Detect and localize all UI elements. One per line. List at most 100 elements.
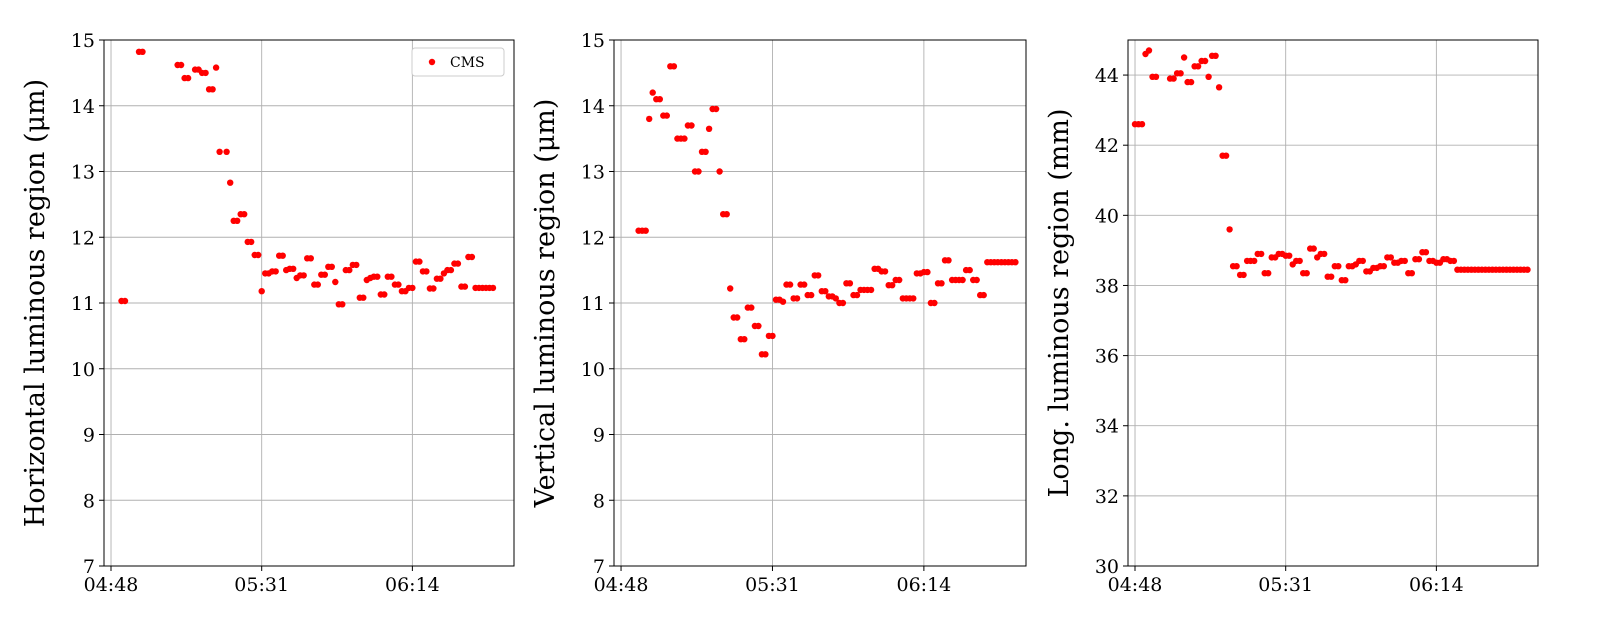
data-point	[980, 291, 987, 299]
y-tick-label: 32	[1095, 486, 1119, 508]
data-point	[716, 168, 723, 175]
data-point	[314, 281, 321, 288]
data-point	[1359, 257, 1367, 265]
data-point	[755, 322, 762, 330]
data-point	[663, 112, 670, 119]
data-point	[234, 217, 241, 224]
data-point	[1222, 152, 1230, 159]
data-point	[896, 276, 903, 284]
data-point	[1170, 75, 1177, 82]
data-point	[346, 266, 353, 274]
y-tick-label: 12	[71, 227, 95, 249]
y-tick-label: 15	[581, 30, 605, 52]
chart-panel-vertical: 7 8 9 10 11 12 13 14 15 04:48 05:31 06:14 Vertical l…	[530, 30, 1027, 596]
y-tick-label: 13	[581, 162, 605, 184]
data-point	[1233, 263, 1240, 270]
x-tick-label: 05:31	[234, 574, 289, 596]
data-point	[924, 268, 931, 276]
data-point	[139, 48, 146, 55]
data-point	[184, 74, 192, 82]
data-point	[461, 283, 469, 290]
data-point	[489, 284, 497, 292]
x-tick-label: 05:31	[745, 574, 800, 596]
y-tick-label: 12	[581, 227, 605, 249]
data-point	[931, 299, 938, 307]
data-point	[1415, 256, 1423, 263]
data-point	[1265, 270, 1272, 277]
data-point	[734, 314, 741, 321]
data-point	[454, 260, 462, 267]
data-point	[1303, 270, 1310, 277]
x-tick-label: 06:14	[1409, 574, 1464, 596]
data-point	[762, 351, 769, 358]
y-tick-label: 34	[1095, 416, 1119, 438]
data-point	[889, 282, 896, 289]
data-point	[1422, 249, 1430, 256]
data-point	[815, 272, 822, 279]
data-point	[1387, 254, 1395, 261]
data-point	[881, 268, 889, 275]
data-point	[681, 135, 688, 142]
y-tick-label: 15	[71, 30, 95, 52]
data-point	[649, 89, 656, 96]
data-point	[1152, 73, 1160, 81]
data-point	[966, 266, 973, 274]
data-point	[381, 291, 388, 298]
data-point	[705, 125, 713, 132]
data-point	[846, 280, 854, 287]
chart-panel-horizontal: 7 8 9 10 11 12 13 14 15 04:48 05:31 06:14 Horizontal…	[20, 30, 515, 596]
data-point	[1177, 70, 1184, 77]
data-point	[656, 96, 663, 103]
data-point	[212, 64, 220, 71]
x-tick-label: 06:14	[896, 574, 951, 596]
data-point	[1240, 271, 1247, 279]
y-tick-label: 8	[593, 490, 605, 512]
x-tick-label: 06:14	[385, 574, 440, 596]
data-point	[938, 280, 945, 287]
x-tick-label: 04:48	[594, 574, 649, 596]
legend-label: CMS	[450, 55, 485, 71]
data-point	[1012, 259, 1019, 266]
y-tick-label: 14	[581, 96, 605, 118]
y-tick-label: 42	[1095, 135, 1119, 157]
data-point	[328, 263, 335, 270]
y-axis-label: Vertical luminous region (μm)	[530, 99, 561, 509]
data-point	[374, 273, 381, 280]
data-point	[973, 276, 980, 284]
data-point	[1401, 257, 1409, 265]
x-tick-label: 04:48	[1108, 574, 1163, 596]
data-point	[468, 253, 476, 261]
data-point	[279, 252, 286, 259]
data-point	[360, 294, 367, 301]
data-point	[1215, 84, 1223, 91]
data-point	[1194, 63, 1202, 70]
data-point	[258, 288, 265, 295]
data-point	[290, 265, 297, 272]
y-tick-label: 13	[71, 162, 95, 184]
y-tick-label: 36	[1095, 346, 1119, 368]
data-point	[177, 61, 185, 69]
data-point	[321, 271, 328, 278]
data-point	[1286, 252, 1293, 259]
chart-panel-longitudinal: 30 32 34 36 38 40 42 44 04:48 05:31 06:14 Long. lum…	[1044, 39, 1539, 596]
data-point	[437, 275, 444, 282]
y-tick-label: 7	[83, 556, 95, 578]
data-point	[1524, 266, 1531, 273]
data-point	[1310, 245, 1317, 252]
y-tick-label: 8	[83, 490, 95, 512]
x-tick-label: 04:48	[84, 574, 139, 596]
data-point	[430, 285, 437, 292]
data-point	[216, 148, 223, 155]
data-point	[867, 286, 875, 294]
y-tick-label: 9	[83, 425, 95, 447]
data-point	[702, 148, 709, 155]
y-tick-label: 11	[581, 293, 605, 315]
data-point	[832, 295, 839, 302]
legend-box	[411, 47, 505, 77]
data-point	[209, 86, 216, 93]
x-tick-label: 05:31	[1258, 574, 1313, 596]
data-point	[1205, 73, 1212, 81]
data-point	[248, 238, 255, 246]
data-point	[202, 69, 209, 77]
